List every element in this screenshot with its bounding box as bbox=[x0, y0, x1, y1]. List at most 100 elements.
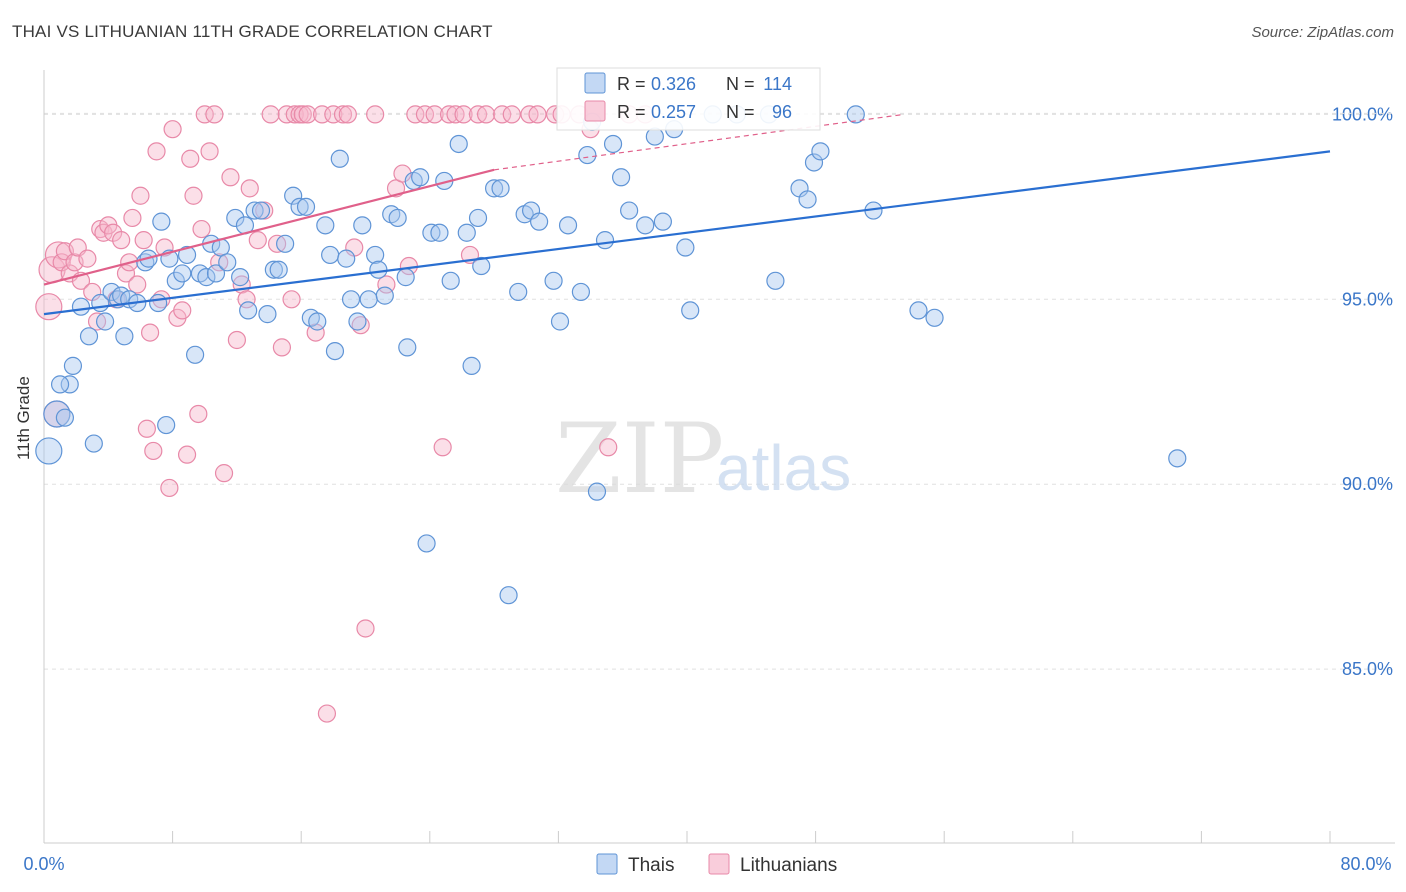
thai-trend-line bbox=[43, 150, 1331, 316]
thai-point bbox=[457, 223, 476, 242]
thai-point bbox=[578, 145, 597, 165]
thai-point bbox=[366, 245, 385, 265]
lithuanian-point bbox=[140, 323, 160, 342]
lithuanians-legend-label: Lithuanians bbox=[740, 855, 837, 876]
thais-r-label: R = bbox=[617, 74, 646, 94]
thai-point bbox=[388, 208, 407, 228]
lithuanian-point bbox=[200, 142, 219, 161]
lithuanian-point bbox=[393, 164, 412, 183]
thai-point bbox=[173, 264, 192, 283]
lithuanian-point bbox=[78, 249, 97, 268]
y-tick-label: 90.0% bbox=[1342, 474, 1393, 494]
thai-point bbox=[491, 179, 510, 198]
lithuanian-point bbox=[192, 219, 211, 239]
thai-point bbox=[653, 212, 672, 231]
lithuanian-point bbox=[356, 619, 375, 638]
thai-point bbox=[197, 268, 216, 287]
lithuanian-point bbox=[366, 105, 385, 124]
lithuanian-point bbox=[333, 105, 353, 124]
lithuanian-point bbox=[338, 105, 357, 124]
thais-r-value: 0.326 bbox=[651, 74, 696, 94]
thai-point bbox=[571, 282, 591, 302]
thai-point bbox=[308, 312, 327, 331]
thai-point bbox=[264, 260, 283, 279]
watermark-atlas: atlas bbox=[716, 432, 851, 504]
lithuanian-point bbox=[116, 264, 136, 283]
lithuanian-point bbox=[195, 105, 214, 124]
lithuanian-point bbox=[35, 293, 63, 321]
lithuanian-point bbox=[528, 105, 547, 124]
lithuanians-r-label: R = bbox=[617, 102, 646, 122]
thai-point bbox=[550, 312, 570, 331]
thai-point bbox=[251, 201, 271, 220]
thai-point bbox=[1168, 449, 1187, 468]
thai-point bbox=[35, 437, 63, 465]
thai-point bbox=[462, 356, 481, 375]
thai-point bbox=[499, 586, 518, 605]
x-tick-label: 80.0% bbox=[1340, 854, 1391, 874]
thai-point bbox=[369, 260, 388, 279]
thai-point bbox=[509, 282, 528, 302]
thai-point bbox=[766, 271, 785, 290]
lithuanian-point bbox=[282, 290, 301, 309]
lithuanian-point bbox=[599, 438, 618, 457]
lithuanian-point bbox=[425, 105, 444, 124]
thai-point bbox=[925, 308, 944, 327]
thai-point bbox=[846, 105, 865, 124]
lithuanian-point bbox=[137, 419, 156, 438]
thai-point bbox=[341, 290, 361, 309]
thai-point bbox=[396, 268, 415, 287]
thai-point bbox=[353, 216, 372, 235]
thai-point bbox=[206, 264, 226, 283]
thai-point bbox=[84, 434, 103, 453]
chart-source: Source: ZipAtlas.com bbox=[1251, 24, 1394, 41]
thai-point bbox=[290, 197, 309, 216]
thai-point bbox=[636, 216, 655, 235]
thai-point bbox=[102, 282, 121, 302]
lithuanian-point bbox=[163, 120, 182, 139]
thai-point bbox=[245, 201, 264, 220]
thai-point bbox=[472, 256, 491, 276]
thai-point bbox=[316, 216, 335, 235]
thai-point bbox=[595, 231, 615, 250]
thai-point bbox=[348, 312, 367, 331]
x-tick-label: 0.0% bbox=[23, 854, 64, 874]
lithuanian-point bbox=[173, 301, 192, 320]
lithuanian-point bbox=[317, 704, 337, 723]
thai-point bbox=[166, 271, 185, 290]
thai-point bbox=[321, 245, 340, 265]
lithuanian-point bbox=[502, 105, 521, 124]
thais-swatch bbox=[596, 853, 618, 875]
lithuanian-point bbox=[261, 105, 280, 124]
thai-point bbox=[55, 408, 74, 427]
thais-legend-swatch bbox=[584, 72, 606, 94]
lithuanian-point bbox=[147, 142, 166, 161]
thai-point bbox=[231, 268, 250, 287]
lithuanian-point bbox=[454, 105, 473, 124]
chart-title: THAI VS LITHUANIAN 11TH GRADE CORRELATIO… bbox=[12, 22, 493, 41]
lithuanians-n-value: 96 bbox=[772, 102, 792, 122]
thai-point bbox=[269, 260, 288, 279]
thai-point bbox=[149, 293, 168, 313]
lithuanians-n-label: N = bbox=[726, 102, 755, 122]
thais-n-value: 114 bbox=[763, 74, 792, 94]
lithuanians-r-value: 0.257 bbox=[651, 102, 696, 122]
lithuanian-point bbox=[134, 231, 153, 250]
thais-n-label: N = bbox=[726, 74, 755, 94]
lithuanian-point bbox=[177, 445, 197, 464]
thai-point bbox=[186, 345, 205, 364]
thai-point bbox=[284, 186, 303, 205]
thai-point bbox=[157, 415, 176, 435]
lithuanians-legend-swatch bbox=[584, 100, 606, 122]
thai-point bbox=[177, 245, 197, 265]
thai-point bbox=[115, 327, 134, 346]
thai-point bbox=[798, 190, 817, 209]
thai-point bbox=[276, 234, 295, 253]
lithuanian-point bbox=[324, 105, 343, 124]
thai-point bbox=[398, 338, 417, 357]
lithuanian-point bbox=[128, 275, 147, 294]
thai-point bbox=[441, 271, 460, 290]
lithuanian-point bbox=[248, 231, 267, 250]
lithuanian-point bbox=[112, 231, 131, 250]
